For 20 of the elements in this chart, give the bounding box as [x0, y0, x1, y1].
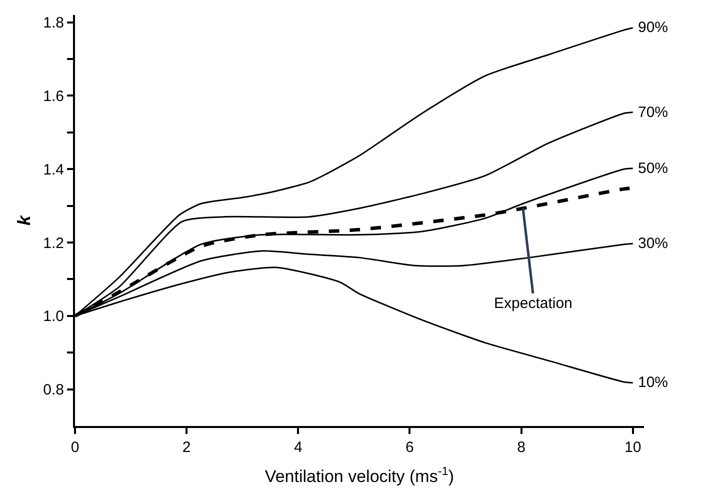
series-label: 90% [638, 19, 668, 36]
y-tick-label: 0.8 [43, 382, 64, 399]
annotation: Expectation [494, 295, 572, 312]
x-tick-label: 2 [182, 439, 191, 456]
x-axis-title: Ventilation velocity (ms$^{-1}$) [264, 464, 454, 486]
series-label: 50% [638, 160, 668, 177]
y-axis-title: k [14, 214, 34, 226]
x-tick-label: 4 [294, 439, 302, 456]
y-tick-label: 1.6 [43, 88, 64, 105]
series-label: 30% [638, 235, 668, 252]
x-tick-label: 8 [517, 439, 526, 456]
y-tick-label: 1.0 [43, 308, 64, 326]
y-tick-label: 1.4 [43, 161, 64, 178]
x-tick-label: 10 [624, 439, 642, 456]
series-label: 10% [638, 374, 668, 391]
y-tick-label: 1.8 [43, 14, 64, 32]
x-tick-label: 0 [70, 439, 80, 456]
y-tick-label: 1.2 [43, 234, 64, 252]
series-label: 70% [638, 104, 668, 121]
x-tick-label: 6 [406, 439, 414, 456]
